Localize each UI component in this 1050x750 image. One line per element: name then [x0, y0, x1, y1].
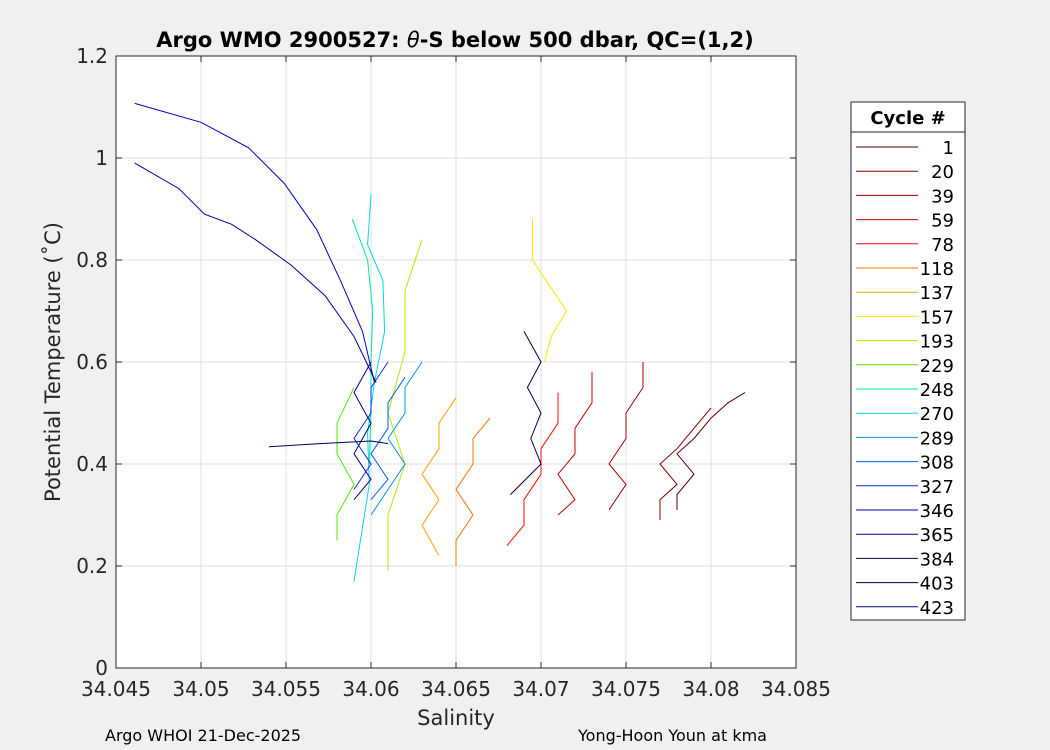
series-line-cycle-59 [557, 372, 593, 516]
legend-label-403: 403 [920, 574, 954, 595]
y-axis-label: Potential Temperature (˚C) [41, 222, 65, 502]
x-tick-label: 34.08 [682, 677, 739, 701]
legend-label-59: 59 [931, 211, 954, 232]
x-tick-label: 34.065 [421, 677, 491, 701]
y-tick-label: 0 [95, 656, 108, 680]
y-tick-label: 0.8 [76, 248, 108, 272]
legend-entries: 1 20 39 59 78 118 137 157 193 229 248 270 289 308 327 3… [856, 138, 954, 619]
x-tick-label: 34.055 [251, 677, 321, 701]
legend-label-327: 327 [920, 477, 954, 498]
title-theta: θ [407, 28, 420, 52]
series-line-cycle-384 [268, 440, 389, 448]
legend-label-118: 118 [920, 259, 954, 280]
legend-box [850, 101, 966, 621]
x-tick-label: 34.05 [172, 677, 229, 701]
legend-label-157: 157 [920, 307, 954, 328]
x-axis-label: Salinity [417, 706, 495, 730]
series-line-cycle-403 [510, 331, 542, 495]
y-tick-label: 1 [95, 146, 108, 170]
legend-label-365: 365 [920, 525, 954, 546]
x-axis-ticks: 34.045 34.05 34.055 34.06 34.065 34.07 34.075 3… [81, 56, 831, 701]
x-tick-label: 34.045 [81, 677, 151, 701]
x-tick-label: 34.085 [761, 677, 831, 701]
series-line-cycle-157 [532, 219, 568, 363]
y-axis-ticks: 0 0.2 0.4 0.6 0.8 1 1.2 [76, 44, 796, 680]
legend-label-137: 137 [920, 283, 954, 304]
y-tick-label: 1.2 [76, 44, 108, 68]
legend-label-20: 20 [931, 162, 954, 183]
y-tick-label: 0.4 [76, 452, 108, 476]
legend-label-248: 248 [920, 380, 954, 401]
series-line-cycle-137 [421, 397, 457, 557]
legend-label-193: 193 [920, 332, 954, 353]
legend-label-270: 270 [920, 404, 954, 425]
title-prefix: Argo WMO 2900527: [156, 28, 407, 52]
series-line-cycle-308 [370, 377, 406, 501]
legend-label-229: 229 [920, 356, 954, 377]
legend-label-78: 78 [931, 235, 954, 256]
footer-left: Argo WHOI 21-Dec-2025 [105, 726, 301, 745]
title-suffix: -S below 500 dbar, QC=(1,2) [420, 28, 754, 52]
series-line-cycle-327 [353, 361, 389, 490]
legend: Cycle # 1 20 39 59 78 118 137 157 193 229 248 270 28… [850, 101, 966, 621]
footer-right: Yong-Hoon Youn at kma [577, 726, 767, 745]
series-line-cycle-289 [370, 361, 423, 516]
series-line-cycle-118 [455, 417, 491, 566]
x-tick-label: 34.07 [512, 677, 569, 701]
legend-label-346: 346 [920, 501, 954, 522]
legend-title: Cycle # [870, 108, 945, 129]
series-line-cycle-39 [608, 362, 644, 511]
series-line-cycle-346 [134, 102, 375, 383]
series-layer [134, 102, 746, 582]
legend-label-39: 39 [931, 186, 954, 207]
x-tick-label: 34.075 [591, 677, 661, 701]
legend-label-289: 289 [920, 428, 954, 449]
y-tick-label: 0.2 [76, 554, 108, 578]
series-line-cycle-229 [336, 387, 355, 541]
y-tick-label: 0.6 [76, 350, 108, 374]
series-line-cycle-20 [659, 407, 712, 521]
legend-label-308: 308 [920, 453, 954, 474]
x-tick-label: 34.06 [342, 677, 399, 701]
series-line-cycle-78 [506, 392, 559, 546]
legend-label-1: 1 [943, 138, 954, 159]
series-line-cycle-1 [676, 392, 746, 510]
legend-label-423: 423 [920, 598, 954, 619]
series-line-cycle-248 [351, 219, 374, 465]
legend-label-384: 384 [920, 549, 954, 570]
series-line-cycle-423 [353, 361, 372, 501]
chart-title: Argo WMO 2900527: θ-S below 500 dbar, QC… [156, 28, 753, 52]
series-line-cycle-365 [134, 162, 377, 383]
